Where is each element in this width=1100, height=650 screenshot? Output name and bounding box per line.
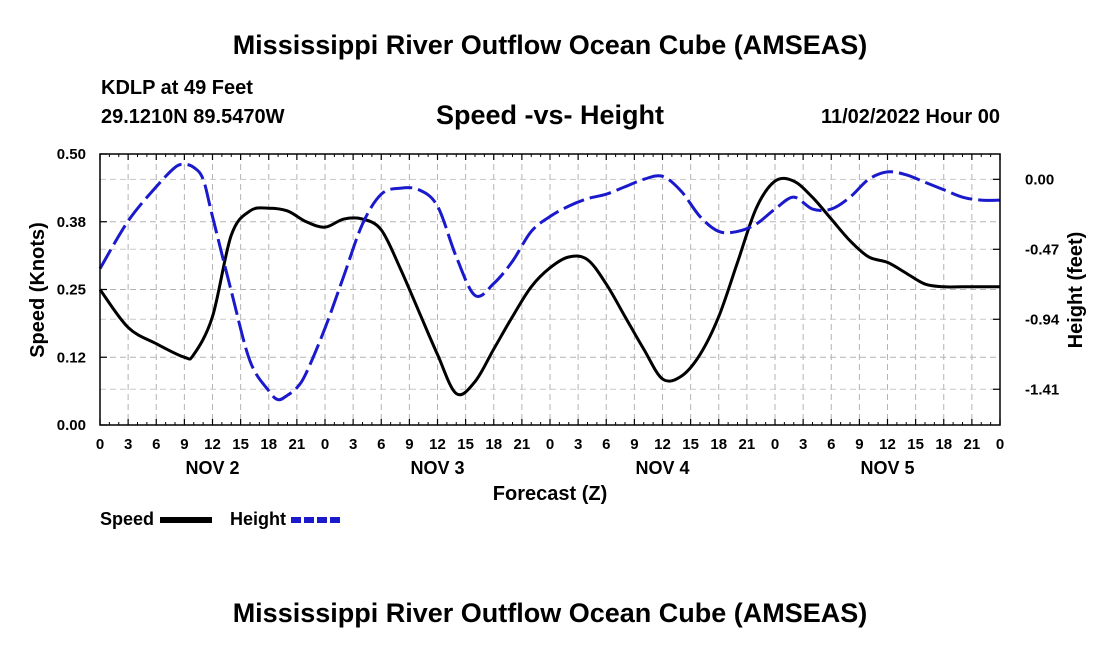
x-tick-label: 6 xyxy=(152,436,160,453)
day-label: NOV 5 xyxy=(860,458,914,478)
series-line-speed xyxy=(98,176,1000,397)
footer-title: Mississippi River Outflow Ocean Cube (AM… xyxy=(232,598,868,628)
x-tick-label: 21 xyxy=(514,436,531,453)
x-tick-label: 15 xyxy=(457,436,474,453)
y2-tick-label: 0.00 xyxy=(1025,171,1054,188)
x-tick-label: 12 xyxy=(654,436,671,453)
day-label: NOV 3 xyxy=(410,458,464,478)
chart-subtitle: Speed -vs- Height xyxy=(435,100,665,130)
x-tick-label: 12 xyxy=(429,436,446,453)
y2-axis-label: Height (feet) xyxy=(1065,232,1087,349)
y2-tick-label: -1.41 xyxy=(1025,381,1059,398)
x-tick-label: 21 xyxy=(739,436,756,453)
y-tick-label: 0.12 xyxy=(57,349,86,366)
x-tick-label: 9 xyxy=(855,436,863,453)
x-tick-label: 18 xyxy=(935,436,952,453)
series-line-height xyxy=(98,162,1001,402)
y-tick-label: 0.25 xyxy=(57,282,86,299)
forecast-datetime: 11/02/2022 Hour 00 xyxy=(820,106,1000,128)
x-tick-label: 6 xyxy=(377,436,385,453)
x-tick-label: 3 xyxy=(799,436,807,453)
legend-label-speed: Speed xyxy=(100,509,154,529)
y-tick-label: 0.50 xyxy=(57,146,86,163)
y2-tick-label: -0.47 xyxy=(1025,241,1059,258)
x-tick-label: 12 xyxy=(204,436,221,453)
axes: 0 3 6 9 12 15 18 21 0 3 6 9 12 15 18 21 0 3 6 9 12 15 18 21 0 3 6 9… xyxy=(57,146,1060,478)
x-tick-label: 18 xyxy=(260,436,277,453)
day-label: NOV 2 xyxy=(185,458,239,478)
x-tick-label: 9 xyxy=(630,436,638,453)
y-tick-label: 0.00 xyxy=(57,417,86,434)
x-tick-label: 18 xyxy=(710,436,727,453)
legend-label-height: Height xyxy=(230,509,286,529)
x-tick-label: 0 xyxy=(96,436,104,453)
station-coordinates: 29.1210N 89.5470W xyxy=(101,106,285,128)
x-tick-label: 15 xyxy=(907,436,924,453)
x-tick-label: 18 xyxy=(485,436,502,453)
x-tick-label: 3 xyxy=(349,436,357,453)
x-tick-label: 9 xyxy=(405,436,413,453)
y-axis-label: Speed (Knots) xyxy=(27,222,49,358)
x-tick-label: 21 xyxy=(964,436,981,453)
x-axis-label: Forecast (Z) xyxy=(493,483,607,505)
x-tick-label: 3 xyxy=(124,436,132,453)
x-tick-label: 6 xyxy=(827,436,835,453)
x-tick-label: 15 xyxy=(682,436,699,453)
x-tick-label: 9 xyxy=(180,436,188,453)
grid-lines xyxy=(100,154,1000,425)
x-tick-label: 0 xyxy=(546,436,554,453)
x-tick-label: 12 xyxy=(879,436,896,453)
x-tick-label: 15 xyxy=(232,436,249,453)
x-tick-label: 0 xyxy=(996,436,1004,453)
x-tick-label: 21 xyxy=(289,436,306,453)
station-label: KDLP at 49 Feet xyxy=(101,77,253,99)
x-tick-label: 0 xyxy=(771,436,779,453)
chart-legend: Speed Height xyxy=(100,509,343,529)
day-label: NOV 4 xyxy=(635,458,689,478)
x-tick-label: 3 xyxy=(574,436,582,453)
chart-main-title: Mississippi River Outflow Ocean Cube (AM… xyxy=(232,30,868,60)
x-tick-label: 0 xyxy=(321,436,329,453)
y-tick-label: 0.38 xyxy=(57,214,86,231)
y2-tick-label: -0.94 xyxy=(1025,311,1060,328)
series-lines xyxy=(98,162,1001,402)
x-tick-label: 6 xyxy=(602,436,610,453)
